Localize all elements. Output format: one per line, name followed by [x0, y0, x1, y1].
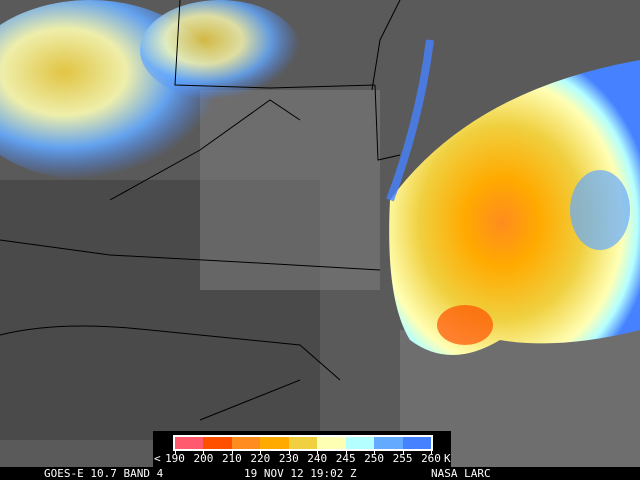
- legend-tick-label: 255: [392, 452, 413, 465]
- color-swatch-190-200: [175, 437, 204, 449]
- legend-tick-label: 230: [278, 452, 299, 465]
- color-swatch-250-255: [374, 437, 403, 449]
- legend-unit: K: [444, 452, 451, 465]
- legend-tick: [431, 449, 432, 454]
- legend-tick: [317, 449, 319, 454]
- color-scale-bar: [173, 435, 433, 451]
- legend-tick-label: 250: [364, 452, 385, 465]
- legend-tick: [231, 449, 233, 454]
- datetime-label: 19 NOV 12 19:02 Z: [244, 467, 357, 480]
- color-swatch-240-245: [317, 437, 346, 449]
- legend-tick: [288, 449, 290, 454]
- color-swatch-255-260: [402, 437, 431, 449]
- credit-label: NASA LARC: [431, 467, 491, 480]
- satellite-label: GOES-E 10.7 BAND 4: [44, 467, 164, 480]
- legend-tick: [374, 449, 376, 454]
- legend-tick: [345, 449, 347, 454]
- legend-tick: [175, 449, 176, 454]
- legend-tick: [203, 449, 205, 454]
- color-swatch-245-250: [345, 437, 375, 449]
- state-boundaries: [0, 0, 401, 421]
- legend-tick-label: 190: [165, 452, 185, 465]
- temperature-legend: < K 190 200 210 220 230 240 245 250 255 260: [153, 431, 451, 467]
- footer-bar: GOES-E 10.7 BAND 4 19 NOV 12 19:02 Z NAS…: [0, 467, 640, 480]
- color-swatch-200-210: [203, 437, 232, 449]
- legend-prefix: <: [154, 452, 161, 465]
- legend-tick-label: 245: [335, 452, 356, 465]
- color-swatch-230-240: [288, 437, 318, 449]
- color-swatch-210-220: [231, 437, 261, 449]
- color-swatch-220-230: [260, 437, 289, 449]
- legend-tick-label: 240: [307, 452, 328, 465]
- legend-tick-label: 260: [421, 452, 441, 465]
- legend-ticks: < K 190 200 210 220 230 240 245 250 255 260: [153, 449, 451, 466]
- legend-tick-label: 220: [250, 452, 271, 465]
- legend-tick-label: 210: [221, 452, 242, 465]
- legend-tick: [260, 449, 262, 454]
- legend-tick: [402, 449, 404, 454]
- legend-tick-label: 200: [193, 452, 214, 465]
